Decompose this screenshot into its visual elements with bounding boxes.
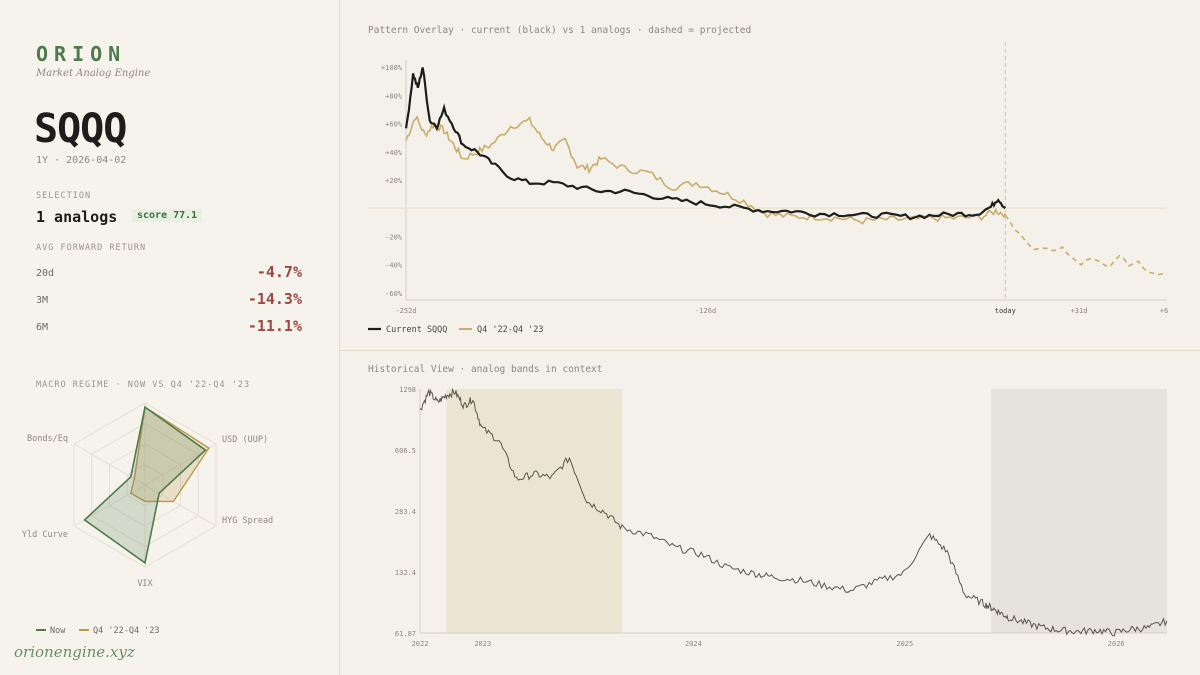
ticker-symbol: SQQQ xyxy=(34,106,127,152)
overlay-y-tick: -40% xyxy=(385,262,403,270)
avg-forward-label: AVG FORWARD RETURN xyxy=(36,243,147,253)
history-x-tick: 2025 xyxy=(896,640,913,648)
radar-axis-label: USD (UUP) xyxy=(222,435,268,445)
return-value-20d: -4.7% xyxy=(256,263,302,281)
overlay-x-tick: today xyxy=(995,307,1016,315)
history-x-tick: 2023 xyxy=(474,640,491,648)
overlay-series-analog xyxy=(405,115,1007,225)
history-y-tick: 283.4 xyxy=(395,508,416,516)
radar-axis-label: HYG Spread xyxy=(222,516,273,526)
overlay-y-tick: +20% xyxy=(385,177,403,185)
history-y-tick: 61.87 xyxy=(395,630,416,638)
history-x-tick: 2024 xyxy=(685,640,702,648)
radar-axis-line xyxy=(73,443,146,486)
overlay-y-tick: -20% xyxy=(385,233,403,241)
overlay-y-tick: -60% xyxy=(385,290,403,298)
overlay-y-tick: +100% xyxy=(381,64,403,72)
overlay-y-tick: +60% xyxy=(385,121,403,129)
overlay-series-projected xyxy=(1004,214,1168,276)
return-value-6m: -11.1% xyxy=(247,317,302,335)
overlay-x-tick: +31d xyxy=(1071,307,1088,315)
legend-analog-label: Q4 '22-Q4 '23 xyxy=(93,626,160,636)
return-horizon-6m: 6M xyxy=(36,322,49,333)
ticker-meta: 1Y · 2026-04-02 xyxy=(36,155,127,166)
history-y-tick: 606.5 xyxy=(395,447,416,455)
selection-label: SELECTION xyxy=(36,191,92,201)
macro-regime-label: MACRO REGIME · NOW VS Q4 '22-Q4 '23 xyxy=(36,380,251,390)
radar-grid xyxy=(73,402,217,568)
radar-axis-line xyxy=(144,484,217,527)
history-x-tick: 2026 xyxy=(1108,640,1125,648)
analog-band xyxy=(991,389,1167,633)
sidebar: ORION Market Analog Engine SQQQ 1Y · 202… xyxy=(0,0,340,675)
radar-axis-label: Yld Curve xyxy=(22,530,68,540)
history-y-tick: 1298 xyxy=(399,386,416,394)
panel-divider xyxy=(340,350,1200,351)
pattern-overlay-chart: +100% +80% +60% +40% +20% -20% -40% -60% -252d -1… xyxy=(368,42,1168,335)
history-y-tick: 132.4 xyxy=(395,569,416,577)
analog-band xyxy=(446,389,623,633)
score-badge: score 77.1 xyxy=(132,209,203,222)
overlay-x-tick: -126d xyxy=(695,307,716,315)
overlay-x-tick: +6 xyxy=(1160,307,1168,315)
legend-analog-label: Q4 '22-Q4 '23 xyxy=(477,325,544,335)
brand-subtitle: Market Analog Engine xyxy=(36,68,151,79)
historical-view-chart: 1298 606.5 283.4 132.4 61.87 2022 2023 2024 2025… xyxy=(395,386,1168,648)
brand-logo[interactable]: ORION xyxy=(36,42,127,66)
analog-count: 1 analogs xyxy=(36,208,118,226)
return-horizon-20d: 20d xyxy=(36,268,55,279)
radar-series-analog xyxy=(129,405,210,503)
return-horizon-3m: 3M xyxy=(36,295,49,306)
history-series-sqqq xyxy=(419,387,1168,637)
legend-now-label: Now xyxy=(50,626,66,636)
overlay-title: Pattern Overlay · current (black) vs 1 a… xyxy=(368,25,752,36)
overlay-y-tick: +40% xyxy=(385,149,403,157)
return-value-3m: -14.3% xyxy=(247,290,302,308)
radar-series-now xyxy=(83,405,207,565)
footer-link[interactable]: orionengine.xyz xyxy=(14,643,135,661)
history-title: Historical View · analog bands in contex… xyxy=(368,364,603,375)
radar-axis-label: VIX xyxy=(137,579,153,589)
radar-axis-label: Bonds/Eq xyxy=(27,434,68,444)
overlay-series-current xyxy=(404,67,1006,221)
history-x-tick: 2022 xyxy=(412,640,429,648)
overlay-x-tick: -252d xyxy=(395,307,416,315)
overlay-y-tick: +80% xyxy=(385,92,403,100)
legend-current-label: Current SQQQ xyxy=(386,325,447,335)
